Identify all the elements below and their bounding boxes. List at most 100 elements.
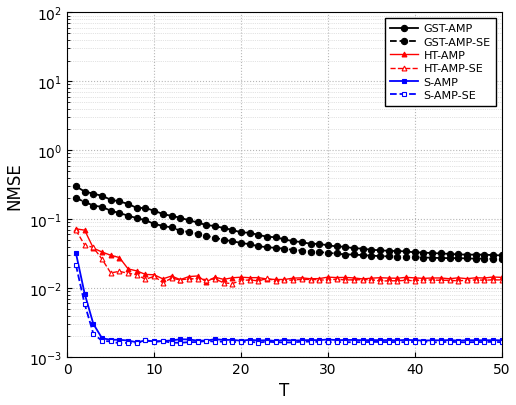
GST-AMP	[412, 250, 418, 255]
GST-AMP	[82, 190, 88, 194]
HT-AMP-SE	[212, 277, 218, 281]
S-AMP-SE	[299, 339, 305, 344]
GST-AMP	[464, 253, 470, 258]
S-AMP-SE	[99, 339, 105, 343]
GST-AMP-SE	[360, 253, 366, 258]
GST-AMP-SE	[490, 257, 496, 262]
GST-AMP-SE	[498, 257, 505, 262]
X-axis label: T: T	[279, 382, 289, 399]
HT-AMP	[238, 275, 244, 280]
HT-AMP-SE	[394, 279, 400, 284]
HT-AMP	[429, 276, 436, 281]
S-AMP-SE	[377, 340, 383, 345]
S-AMP-SE	[134, 341, 140, 346]
S-AMP-SE	[151, 339, 157, 344]
S-AMP	[264, 338, 270, 343]
GST-AMP-SE	[142, 218, 149, 223]
S-AMP	[73, 251, 79, 256]
HT-AMP-SE	[351, 277, 357, 282]
GST-AMP	[308, 242, 314, 247]
GST-AMP	[351, 246, 357, 251]
HT-AMP	[308, 277, 314, 281]
GST-AMP-SE	[151, 222, 157, 227]
S-AMP	[333, 338, 340, 343]
S-AMP	[360, 338, 366, 343]
HT-AMP-SE	[116, 269, 122, 274]
HT-AMP	[385, 276, 392, 281]
GST-AMP	[151, 209, 157, 214]
GST-AMP	[247, 231, 253, 236]
S-AMP-SE	[168, 341, 174, 345]
HT-AMP	[412, 276, 418, 281]
S-AMP	[281, 338, 287, 343]
HT-AMP-SE	[125, 271, 131, 276]
HT-AMP-SE	[412, 279, 418, 284]
S-AMP	[412, 338, 418, 343]
S-AMP	[403, 338, 409, 343]
HT-AMP	[108, 253, 114, 258]
HT-AMP-SE	[316, 277, 322, 282]
S-AMP-SE	[195, 340, 201, 345]
HT-AMP	[203, 280, 209, 285]
HT-AMP	[142, 272, 149, 277]
GST-AMP	[377, 248, 383, 253]
S-AMP	[255, 338, 262, 343]
S-AMP	[377, 338, 383, 343]
S-AMP-SE	[116, 341, 122, 346]
GST-AMP	[421, 251, 427, 256]
S-AMP	[99, 336, 105, 341]
HT-AMP	[220, 277, 227, 282]
GST-AMP-SE	[272, 246, 279, 251]
GST-AMP-SE	[229, 239, 235, 244]
S-AMP	[299, 338, 305, 343]
HT-AMP-SE	[82, 243, 88, 248]
HT-AMP	[446, 277, 453, 281]
GST-AMP	[446, 252, 453, 257]
S-AMP-SE	[90, 331, 96, 336]
S-AMP	[142, 338, 149, 343]
GST-AMP	[325, 243, 331, 248]
HT-AMP	[177, 277, 183, 282]
GST-AMP	[299, 240, 305, 245]
GST-AMP-SE	[385, 254, 392, 259]
GST-AMP	[490, 253, 496, 258]
S-AMP	[394, 338, 400, 343]
S-AMP-SE	[385, 340, 392, 345]
GST-AMP	[229, 228, 235, 233]
HT-AMP	[195, 274, 201, 279]
Line: HT-AMP-SE: HT-AMP-SE	[74, 228, 504, 286]
HT-AMP-SE	[272, 279, 279, 284]
S-AMP-SE	[316, 340, 322, 345]
HT-AMP	[342, 275, 348, 280]
GST-AMP	[360, 247, 366, 252]
S-AMP-SE	[333, 340, 340, 345]
HT-AMP	[498, 275, 505, 280]
GST-AMP	[238, 230, 244, 235]
HT-AMP-SE	[325, 278, 331, 283]
S-AMP-SE	[82, 302, 88, 307]
S-AMP	[195, 338, 201, 343]
S-AMP	[481, 338, 488, 343]
S-AMP-SE	[238, 340, 244, 345]
GST-AMP	[316, 242, 322, 247]
GST-AMP	[125, 202, 131, 207]
S-AMP	[134, 340, 140, 345]
HT-AMP-SE	[177, 278, 183, 283]
HT-AMP	[90, 246, 96, 251]
S-AMP-SE	[351, 340, 357, 345]
S-AMP	[308, 338, 314, 343]
HT-AMP-SE	[195, 277, 201, 281]
GST-AMP	[368, 248, 375, 253]
GST-AMP-SE	[377, 254, 383, 259]
HT-AMP-SE	[134, 273, 140, 277]
S-AMP	[464, 338, 470, 343]
GST-AMP	[142, 206, 149, 211]
GST-AMP	[255, 233, 262, 238]
HT-AMP	[99, 250, 105, 255]
GST-AMP	[99, 194, 105, 199]
HT-AMP	[403, 275, 409, 280]
S-AMP	[82, 292, 88, 296]
HT-AMP-SE	[264, 276, 270, 281]
HT-AMP-SE	[490, 278, 496, 283]
HT-AMP-SE	[281, 278, 287, 283]
